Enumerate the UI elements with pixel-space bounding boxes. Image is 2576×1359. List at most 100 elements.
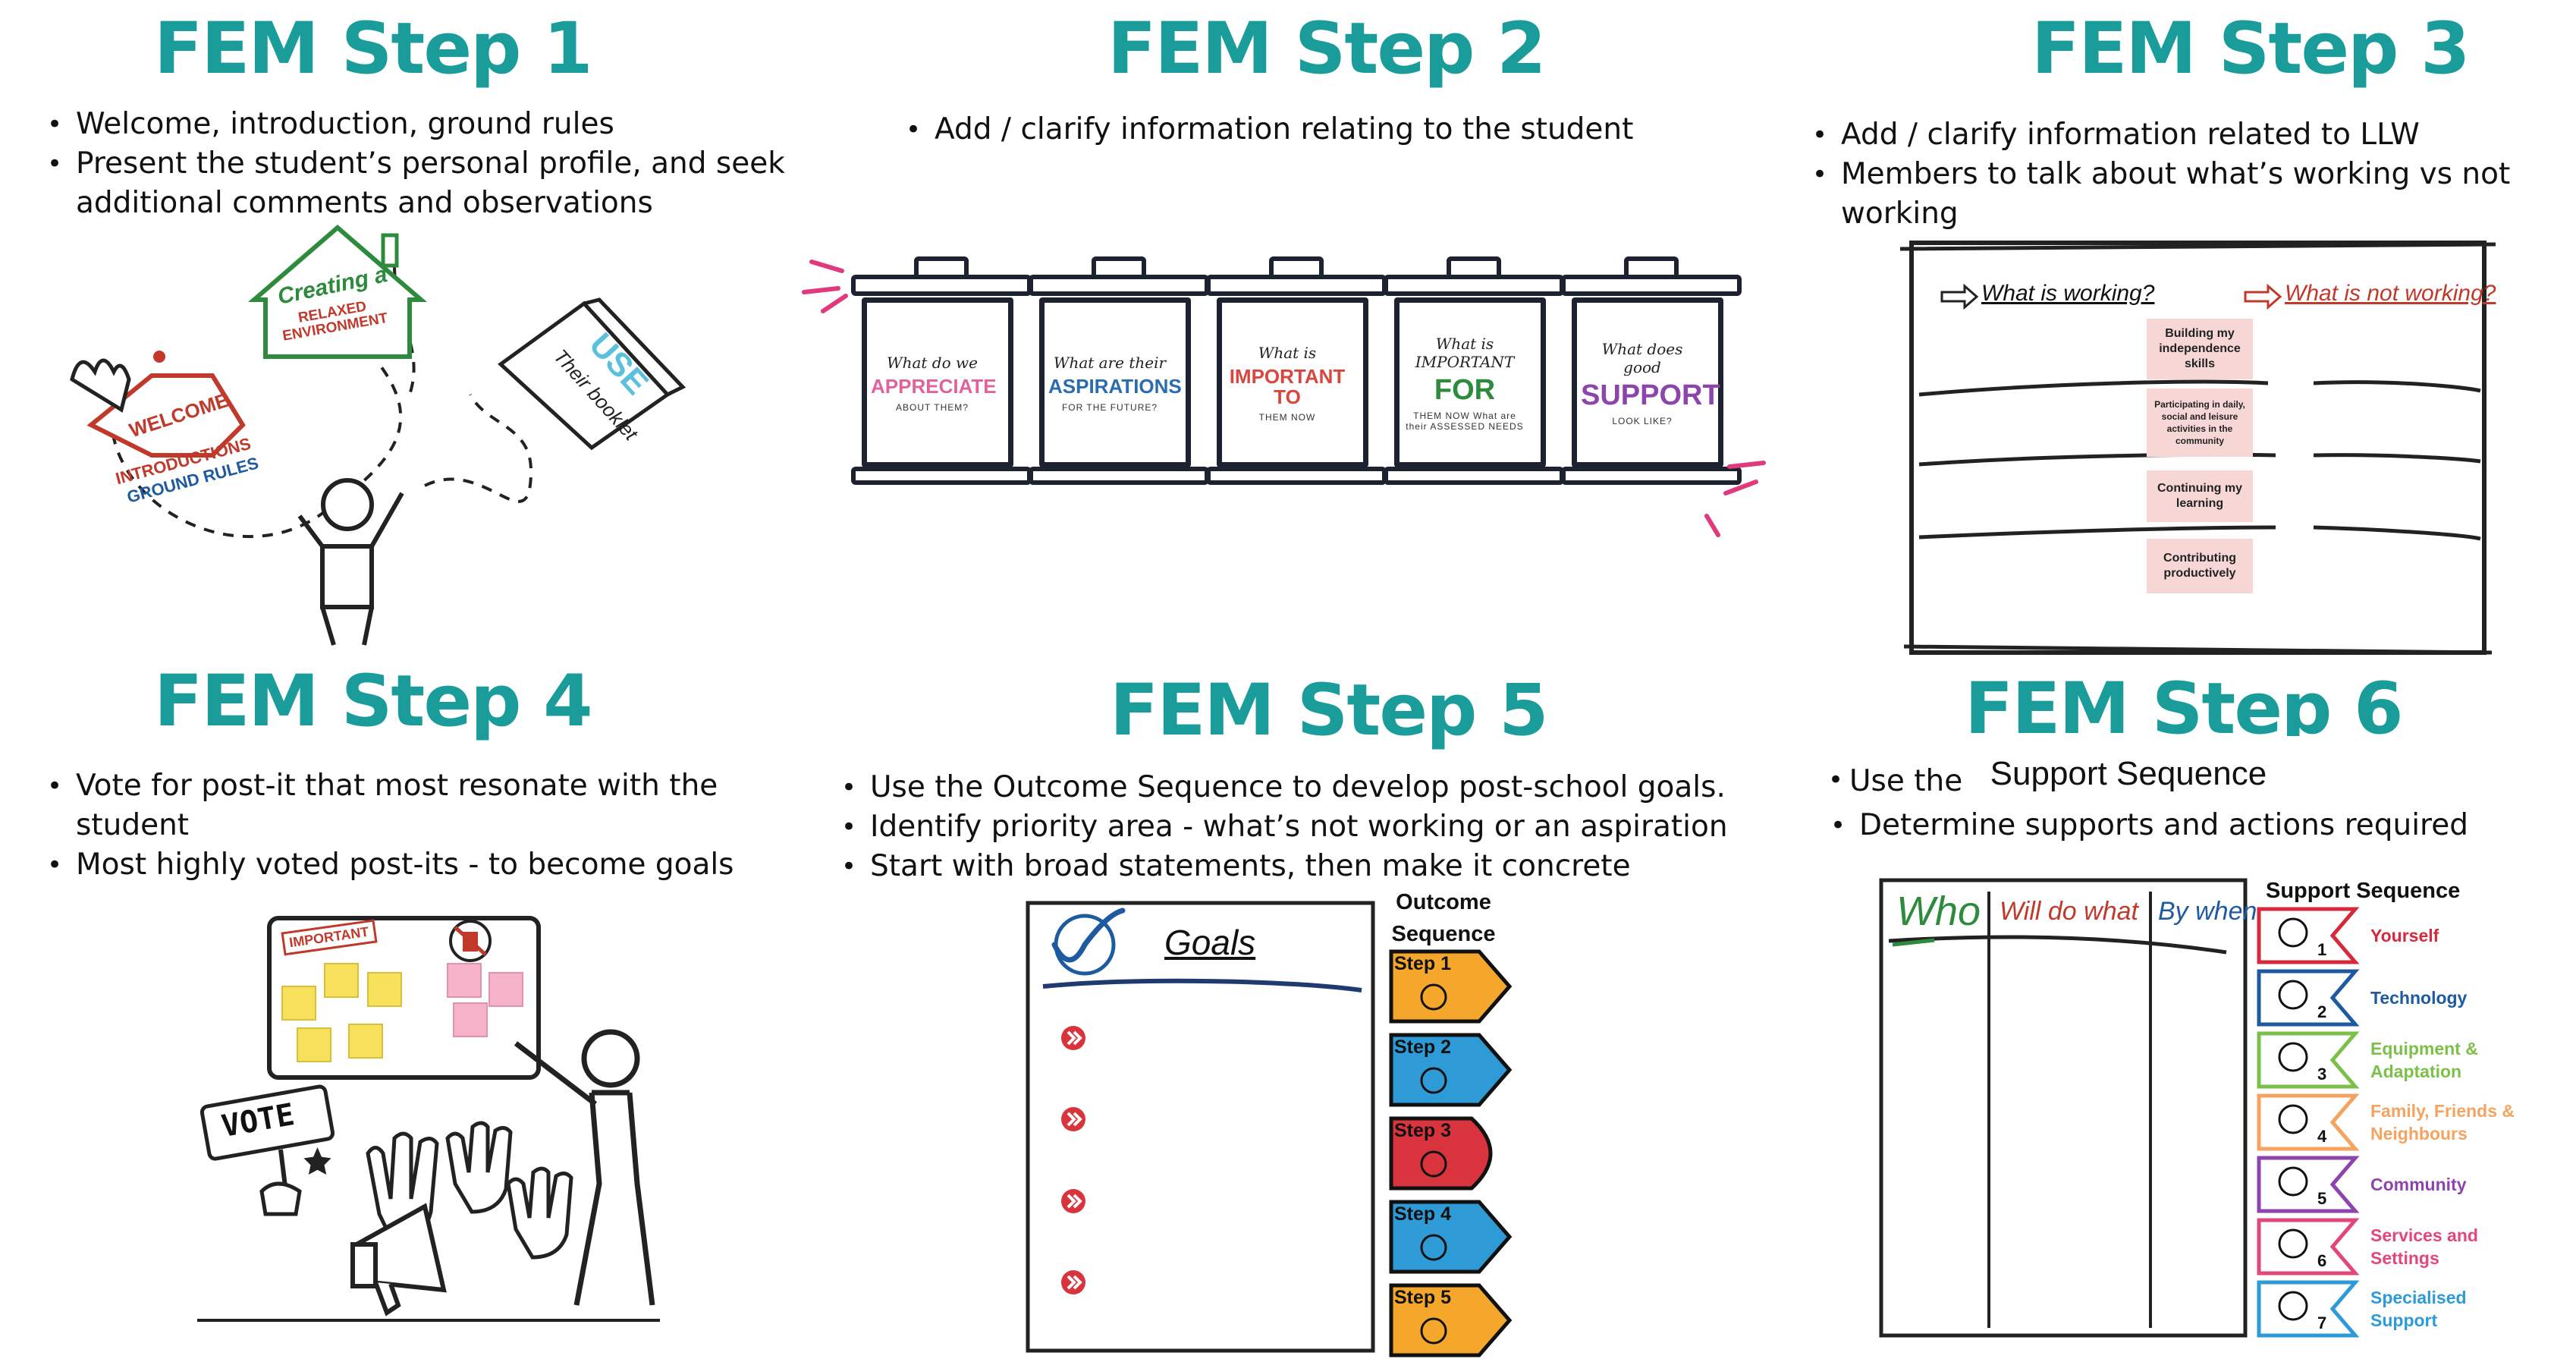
step3-bullet: Add / clarify information related to LLW bbox=[1809, 115, 2568, 155]
can-label-bottom: ABOUT THEM? bbox=[896, 401, 969, 413]
step6-bullet-suffix: Support Sequence bbox=[1990, 755, 2267, 792]
step3-title: FEM Step 3 bbox=[2031, 8, 2470, 90]
outcome-step-shape bbox=[1389, 1200, 1513, 1274]
step5-bullet: Start with broad statements, then make i… bbox=[838, 847, 1809, 886]
outcome-step-label: Step 5 bbox=[1394, 1287, 1452, 1308]
support-step-shape bbox=[2257, 1156, 2360, 1213]
step4-bullets: Vote for post-it that most resonate with… bbox=[44, 766, 803, 885]
support-step-number: 5 bbox=[2317, 1189, 2327, 1208]
can-label-top: What does good bbox=[1601, 340, 1683, 377]
can-handle bbox=[1269, 256, 1324, 276]
outcome-step: Step 5 bbox=[1388, 1282, 1513, 1358]
step5-title: FEM Step 5 bbox=[1110, 669, 1548, 752]
support-step-shape bbox=[2257, 1031, 2360, 1089]
step4-bullet: Vote for post-it that most resonate with… bbox=[44, 766, 803, 845]
postit: Participating in daily, social and leisu… bbox=[2147, 389, 2253, 457]
can-body bbox=[1039, 297, 1191, 467]
can-lid bbox=[851, 275, 1032, 296]
support-step: 7 Specialised Support bbox=[2257, 1280, 2545, 1338]
step1-bullet: Welcome, introduction, ground rules bbox=[44, 105, 787, 144]
support-step-label: Services and Settings bbox=[2370, 1225, 2478, 1268]
can-label: What are their ASPIRATIONS FOR THE FUTURE? bbox=[1048, 311, 1182, 455]
can-label-top: What do we bbox=[887, 354, 978, 373]
outcome-step: Step 4 bbox=[1388, 1199, 1513, 1275]
can-base bbox=[1384, 467, 1564, 485]
can-label-top: What is IMPORTANT bbox=[1415, 335, 1515, 372]
can-lid bbox=[1206, 275, 1387, 296]
support-step-label: Family, Friends & Neighbours bbox=[2370, 1101, 2515, 1144]
outcome-sequence-title: Outcome Sequence bbox=[1391, 890, 1496, 946]
step2-bullet: Add / clarify information relating to th… bbox=[903, 110, 1661, 149]
goal-bullet-icon bbox=[1061, 1026, 1085, 1295]
support-step: 6 Services and Settings bbox=[2257, 1218, 2545, 1276]
support-sequence-title: Support Sequence bbox=[2266, 879, 2461, 903]
stick-person-icon bbox=[514, 1029, 655, 1306]
support-step-label: Specialised Support bbox=[2370, 1288, 2467, 1330]
step1-bullets: Welcome, introduction, ground rules Pres… bbox=[44, 105, 787, 223]
step2-bullets: Add / clarify information relating to th… bbox=[903, 110, 1661, 149]
megaphone-icon bbox=[350, 1203, 447, 1317]
important-tag: IMPORTANT bbox=[281, 919, 378, 956]
can-label-bottom: THEM NOW bbox=[1258, 412, 1316, 423]
outcome-step-label: Step 4 bbox=[1394, 1203, 1452, 1225]
support-sequence: 1 Yourself 2 Technology 3 Equipment & Adaptat… bbox=[2257, 907, 2545, 1347]
can-handle bbox=[914, 256, 969, 276]
trash-cans: What do we APPRECIATE ABOUT THEM? What are… bbox=[842, 250, 1742, 501]
support-step-shape bbox=[2257, 1218, 2360, 1276]
support-step-shape bbox=[2257, 907, 2360, 964]
outcome-sequence: Step 1 Step 2 Step 3 Step 4 Step 5 bbox=[1388, 948, 1517, 1358]
support-step-label: Equipment & Adaptation bbox=[2370, 1039, 2478, 1081]
step6-bullet-first: • Use the Support Sequence bbox=[1828, 755, 2267, 798]
outcome-step: Step 1 bbox=[1388, 948, 1513, 1024]
table-head-who: Who bbox=[1896, 889, 1981, 934]
welcome-label: WELCOME bbox=[126, 388, 231, 442]
postit: Continuing my learning bbox=[2147, 470, 2253, 522]
support-step-number: 6 bbox=[2317, 1251, 2327, 1270]
can-base bbox=[1561, 467, 1742, 485]
support-step: 4 Family, Friends & Neighbours bbox=[2257, 1093, 2545, 1151]
can-handle bbox=[1624, 256, 1679, 276]
vote-label: VOTE bbox=[218, 1096, 297, 1145]
step1-bullet: Present the student’s personal profile, … bbox=[44, 144, 787, 223]
support-step: 5 Community bbox=[2257, 1156, 2545, 1213]
support-step-number: 1 bbox=[2317, 940, 2327, 959]
trash-can: What is IMPORTANT TO THEM NOW bbox=[1206, 250, 1387, 486]
step1-title: FEM Step 1 bbox=[154, 8, 592, 90]
support-step-shape bbox=[2257, 1093, 2360, 1151]
step5-bullets: Use the Outcome Sequence to develop post… bbox=[838, 768, 1809, 886]
support-step: 2 Technology bbox=[2257, 969, 2545, 1027]
can-lid bbox=[1384, 275, 1564, 296]
trash-can: What is IMPORTANT FOR THEM NOW What are th… bbox=[1384, 250, 1564, 486]
can-body bbox=[1572, 297, 1723, 467]
step6-bullet-prefix: Use the bbox=[1849, 764, 1963, 798]
outcome-step-shape bbox=[1389, 1283, 1513, 1357]
board-right-heading: What is not working? bbox=[2285, 281, 2496, 306]
can-label-main: FOR bbox=[1434, 374, 1496, 407]
can-lid bbox=[1561, 275, 1742, 296]
raised-hands-icon bbox=[366, 1121, 573, 1260]
outcome-step-label: Step 1 bbox=[1394, 953, 1452, 974]
outcome-step-label: Step 3 bbox=[1394, 1120, 1452, 1141]
support-step-number: 7 bbox=[2317, 1313, 2327, 1332]
outcome-step-label: Step 2 bbox=[1394, 1037, 1452, 1058]
support-step-label: Technology bbox=[2370, 988, 2468, 1008]
support-step-shape bbox=[2257, 1280, 2360, 1338]
goals-heading: Goals bbox=[1164, 923, 1256, 962]
board-left-heading: What is working? bbox=[1981, 281, 2155, 306]
step4-bullet: Most highly voted post-its - to become g… bbox=[44, 845, 803, 885]
can-body bbox=[862, 297, 1013, 467]
can-label-bottom: FOR THE FUTURE? bbox=[1061, 401, 1158, 413]
can-label: What do we APPRECIATE ABOUT THEM? bbox=[871, 311, 997, 455]
can-body bbox=[1394, 297, 1546, 467]
can-label-main: SUPPORT bbox=[1581, 379, 1720, 412]
support-step-number: 4 bbox=[2317, 1127, 2327, 1146]
outcome-step-shape bbox=[1389, 1033, 1513, 1107]
support-step-label: Yourself bbox=[2370, 926, 2439, 945]
can-handle bbox=[1447, 256, 1501, 276]
step6-bullet: Determine supports and actions required bbox=[1827, 806, 2571, 845]
trash-can: What are their ASPIRATIONS FOR THE FUTURE? bbox=[1029, 250, 1209, 486]
can-label-top: What are their bbox=[1053, 354, 1167, 373]
support-step-label: Community bbox=[2370, 1175, 2467, 1194]
can-label-main: ASPIRATIONS bbox=[1048, 375, 1182, 398]
step3-bullets: Add / clarify information related to LLW… bbox=[1809, 115, 2568, 234]
